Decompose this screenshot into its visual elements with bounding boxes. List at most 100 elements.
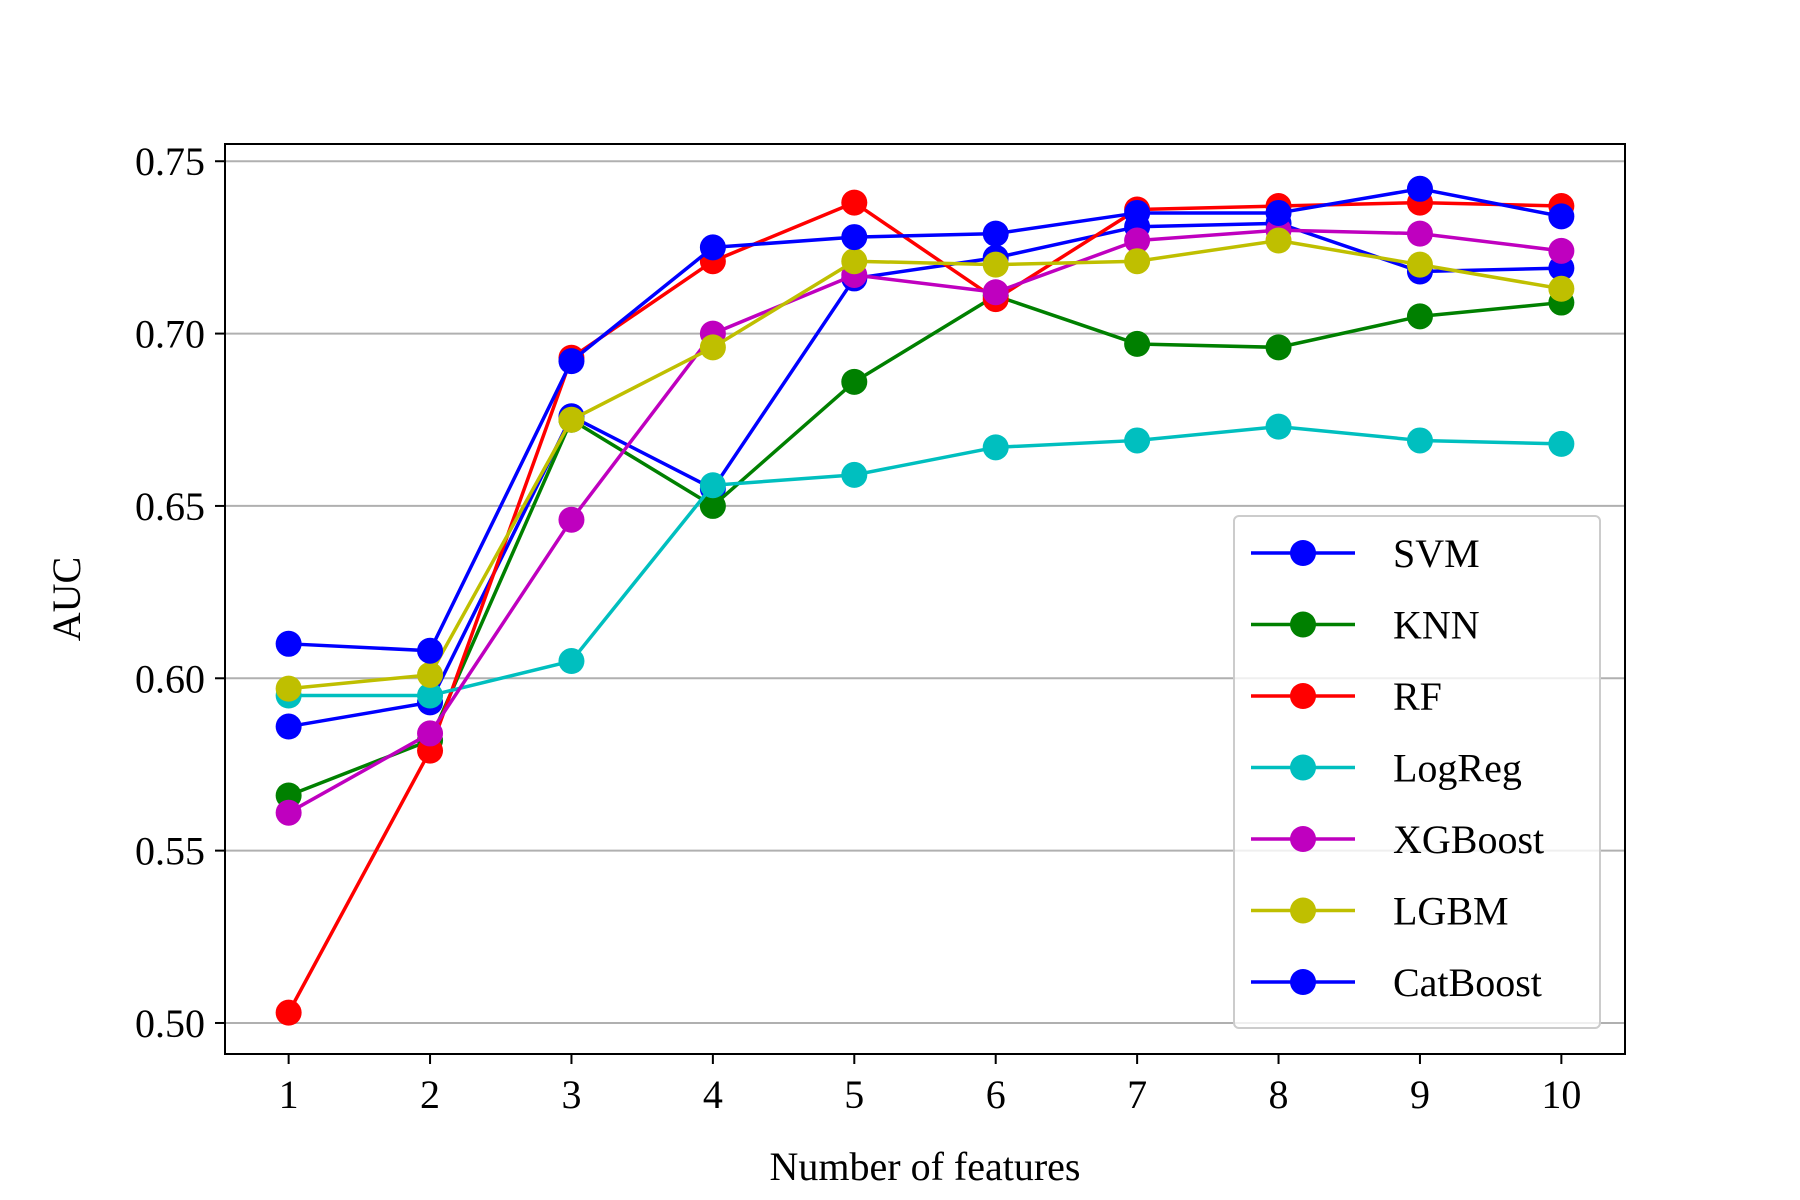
- data-point-catboost: [1124, 199, 1151, 226]
- data-point-xgboost: [1124, 227, 1151, 254]
- data-point-logreg: [558, 648, 585, 675]
- y-axis-label: AUC: [44, 557, 89, 641]
- legend-label-xgboost: XGBoost: [1393, 817, 1544, 862]
- legend-item-svm: SVM: [1251, 531, 1480, 576]
- x-axis: 1 2 3 4 5 6 7 8 9 10: [279, 1054, 1581, 1117]
- data-point-logreg: [982, 434, 1009, 461]
- data-point-lgbm: [1124, 248, 1151, 275]
- x-axis-label: Number of features: [770, 1144, 1081, 1189]
- data-point-logreg: [417, 682, 444, 709]
- data-point-lgbm: [699, 334, 726, 361]
- data-point-xgboost: [1548, 237, 1575, 264]
- data-point-catboost: [841, 224, 868, 251]
- legend-marker-logreg: [1290, 754, 1316, 781]
- legend-label-rf: RF: [1393, 674, 1442, 719]
- y-tick-label: 0.55: [135, 829, 205, 874]
- data-point-catboost: [275, 630, 302, 657]
- plot-frame: [224, 143, 1626, 1055]
- legend-item-knn: KNN: [1251, 603, 1480, 648]
- data-point-catboost: [982, 220, 1009, 247]
- data-point-logreg: [1265, 413, 1292, 440]
- data-point-knn: [841, 368, 868, 395]
- legend-item-xgboost: XGBoost: [1251, 817, 1544, 862]
- data-point-xgboost: [558, 506, 585, 533]
- data-point-svm: [275, 713, 302, 740]
- x-tick-label: 1: [279, 1072, 299, 1117]
- data-point-lgbm: [417, 661, 444, 688]
- data-point-catboost: [1265, 199, 1292, 226]
- series-line-rf: [287, 200, 1562, 1014]
- x-tick-label: 6: [986, 1072, 1006, 1117]
- y-tick-label: 0.65: [135, 484, 205, 529]
- data-point-logreg: [1406, 427, 1433, 454]
- data-point-catboost: [417, 637, 444, 664]
- data-point-lgbm: [982, 251, 1009, 278]
- legend-label-svm: SVM: [1393, 531, 1480, 576]
- legend-label-catboost: CatBoost: [1393, 960, 1542, 1005]
- series-line-logreg: [288, 424, 1562, 698]
- x-tick-label: 3: [561, 1072, 581, 1117]
- legend-item-rf: RF: [1251, 674, 1442, 719]
- series-line-knn: [288, 293, 1562, 798]
- legend-marker-lgbm: [1290, 897, 1316, 924]
- data-point-catboost: [558, 348, 585, 375]
- data-point-lgbm: [1548, 275, 1575, 302]
- data-point-logreg: [841, 461, 868, 488]
- legend-item-logreg: LogReg: [1251, 746, 1522, 791]
- data-point-logreg: [1548, 430, 1575, 457]
- data-point-lgbm: [275, 675, 302, 702]
- series-logreg: [275, 413, 1575, 709]
- data-point-xgboost: [275, 799, 302, 826]
- series-line-lgbm: [288, 238, 1562, 691]
- x-tick-label: 5: [844, 1072, 864, 1117]
- x-tick-label: 7: [1127, 1072, 1147, 1117]
- legend-label-knn: KNN: [1393, 603, 1480, 648]
- data-point-lgbm: [1406, 251, 1433, 278]
- data-point-xgboost: [1406, 220, 1433, 247]
- legend-box: [1233, 515, 1601, 1029]
- legend-marker-rf: [1290, 683, 1316, 709]
- data-point-xgboost: [417, 720, 444, 747]
- series-catboost: [275, 175, 1575, 664]
- data-point-lgbm: [558, 406, 585, 433]
- x-tick-label: 2: [420, 1072, 440, 1117]
- y-tick-label: 0.70: [135, 312, 205, 357]
- data-point-knn: [1406, 303, 1433, 330]
- data-point-catboost: [1548, 203, 1575, 230]
- legend-label-logreg: LogReg: [1393, 746, 1522, 791]
- series-line-catboost: [288, 187, 1562, 653]
- x-tick-label: 9: [1410, 1072, 1430, 1117]
- y-tick-label: 0.50: [135, 1001, 205, 1046]
- series-line-xgboost: [287, 228, 1562, 815]
- data-point-knn: [699, 492, 726, 519]
- legend-label-lgbm: LGBM: [1393, 889, 1509, 934]
- data-point-logreg: [1124, 427, 1151, 454]
- x-tick-label: 8: [1269, 1072, 1289, 1117]
- series-lgbm: [275, 227, 1575, 702]
- legend-marker-catboost: [1290, 969, 1316, 995]
- data-point-lgbm: [841, 248, 868, 275]
- data-point-xgboost: [982, 279, 1009, 306]
- legend-marker-svm: [1290, 540, 1316, 566]
- data-point-catboost: [1406, 175, 1433, 202]
- y-axis: 0.50 0.55 0.60 0.65 0.70 0.75: [135, 139, 225, 1046]
- x-tick-label: 4: [703, 1072, 723, 1117]
- y-tick-label: 0.75: [135, 139, 205, 184]
- data-point-catboost: [699, 234, 726, 261]
- legend-item-catboost: CatBoost: [1251, 960, 1542, 1005]
- data-point-knn: [1265, 334, 1292, 361]
- series-line-svm: [288, 221, 1562, 729]
- legend: SVM KNN RF LogReg XGBoost LGBM CatBoost: [1233, 515, 1601, 1029]
- data-point-knn: [1124, 330, 1151, 357]
- data-point-rf: [841, 189, 868, 216]
- data-point-lgbm: [1265, 227, 1292, 254]
- data-point-rf: [275, 999, 302, 1026]
- legend-marker-knn: [1290, 611, 1316, 638]
- legend-marker-xgboost: [1290, 826, 1316, 852]
- series-layer: [275, 175, 1575, 1026]
- x-tick-label: 10: [1541, 1072, 1581, 1117]
- y-tick-label: 0.60: [135, 656, 205, 701]
- series-xgboost: [275, 217, 1575, 826]
- legend-item-lgbm: LGBM: [1251, 889, 1509, 934]
